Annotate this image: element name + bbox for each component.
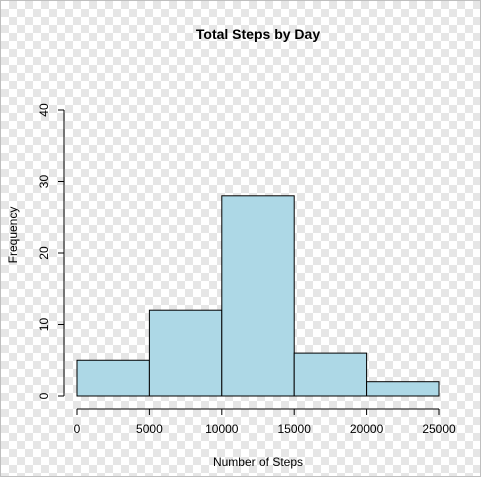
y-axis-label: Frequency xyxy=(6,207,20,264)
histogram-bar xyxy=(222,196,294,396)
y-tick-label: 30 xyxy=(37,175,51,189)
x-axis: 0 5000 10000 15000 20000 25000 xyxy=(74,409,456,436)
x-axis-label: Number of Steps xyxy=(213,455,303,469)
histogram-bar xyxy=(367,382,439,396)
bars-group xyxy=(77,196,439,396)
y-tick-label: 0 xyxy=(37,392,51,399)
y-tick-label: 40 xyxy=(37,103,51,117)
y-axis: 0 10 20 30 40 xyxy=(37,103,64,399)
chart-title: Total Steps by Day xyxy=(196,26,320,42)
x-tick-label: 25000 xyxy=(422,422,456,436)
x-tick-label: 5000 xyxy=(136,422,163,436)
x-tick-label: 0 xyxy=(74,422,81,436)
x-tick-label: 10000 xyxy=(205,422,239,436)
histogram-bar xyxy=(149,310,221,396)
x-tick-label: 20000 xyxy=(350,422,384,436)
histogram-bar xyxy=(294,353,366,396)
y-tick-label: 20 xyxy=(37,246,51,260)
y-tick-label: 10 xyxy=(37,318,51,332)
x-tick-label: 15000 xyxy=(278,422,312,436)
histogram-bar xyxy=(77,360,149,396)
